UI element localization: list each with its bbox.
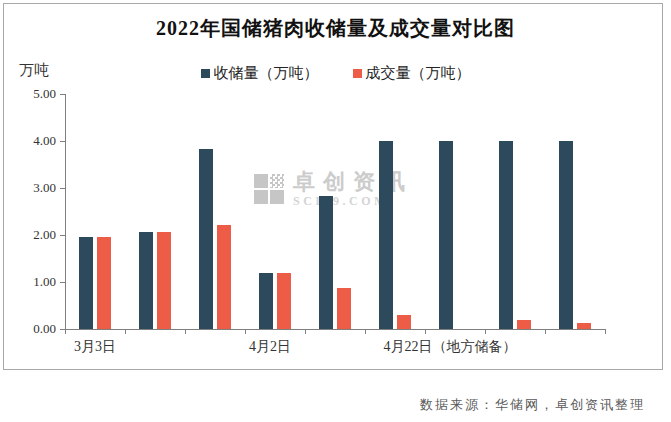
bar-chengjiaoliang (397, 315, 411, 329)
chart-canvas: 2022年国储猪肉收储量及成交量对比图 收储量（万吨） 成交量（万吨） 万吨 5… (0, 0, 671, 422)
bar-shouchuliang (139, 232, 153, 329)
x-tick-label: 3月3日 (74, 338, 116, 356)
bar-shouchuliang (499, 141, 513, 329)
bar-chengjiaoliang (277, 273, 291, 329)
bar-chengjiaoliang (337, 288, 351, 329)
sci99-logo-icon (254, 174, 284, 209)
x-tick-label: 4月2日 (249, 338, 291, 356)
bar-shouchuliang (379, 141, 393, 329)
bar-chengjiaoliang (217, 225, 231, 329)
bar-shouchuliang (199, 149, 213, 329)
watermark-name: 卓创资讯 (293, 171, 413, 193)
bar-chengjiaoliang (157, 232, 171, 329)
bar-chengjiaoliang (97, 237, 111, 329)
bar-chengjiaoliang (517, 320, 531, 329)
bar-shouchuliang (79, 237, 93, 329)
bar-shouchuliang (559, 141, 573, 329)
bar-shouchuliang (319, 196, 333, 329)
bar-shouchuliang (439, 141, 453, 329)
watermark-domain: SCI99.COM (293, 194, 413, 209)
bar-chengjiaoliang (577, 323, 591, 329)
x-tick-label: 4月22日（地方储备） (384, 338, 517, 356)
data-source-note: 数据来源：华储网，卓创资讯整理 (420, 396, 645, 414)
bar-shouchuliang (259, 273, 273, 329)
